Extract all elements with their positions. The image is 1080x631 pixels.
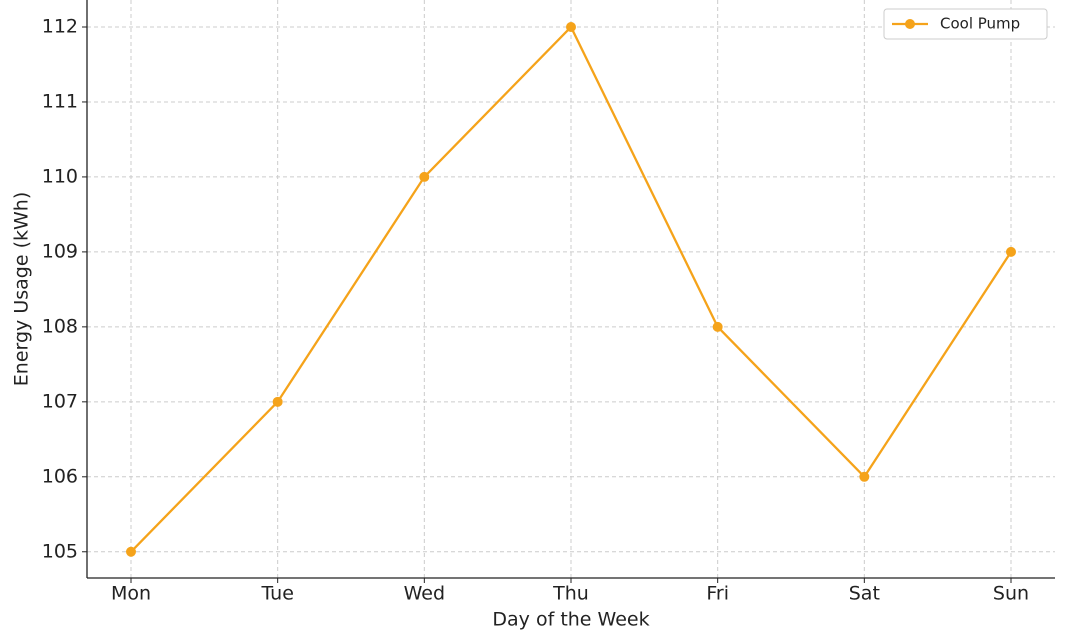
legend-marker — [905, 19, 915, 29]
y-tick-label: 105 — [42, 540, 78, 562]
point — [566, 21, 576, 32]
x-tick-label: Thu — [552, 583, 589, 605]
y-tick-label: 107 — [42, 390, 78, 412]
y-tick-label: 108 — [42, 315, 78, 337]
point — [126, 546, 136, 557]
point — [419, 171, 430, 182]
point — [272, 396, 283, 407]
x-tick-label: Mon — [111, 583, 151, 605]
legend-label: Cool Pump — [940, 15, 1020, 33]
x-tick-label: Tue — [260, 583, 293, 605]
y-tick-label: 106 — [42, 465, 78, 487]
x-tick-label: Wed — [404, 583, 445, 605]
legend-box — [883, 8, 1048, 40]
y-tick-label: 112 — [42, 15, 78, 37]
y-tick-label: 111 — [42, 90, 78, 112]
point — [1006, 246, 1016, 257]
x-tick-label: Sun — [993, 583, 1029, 605]
x-tick-label: Sat — [849, 583, 880, 605]
x-tick-label: Fri — [706, 583, 729, 605]
y-tick-label: 109 — [42, 240, 78, 262]
point — [859, 471, 870, 482]
y-axis-label: Energy Usage (kWh) — [11, 192, 33, 386]
point — [712, 321, 723, 332]
x-axis-label: Day of the Week — [492, 609, 649, 631]
y-tick-label: 110 — [42, 165, 78, 187]
